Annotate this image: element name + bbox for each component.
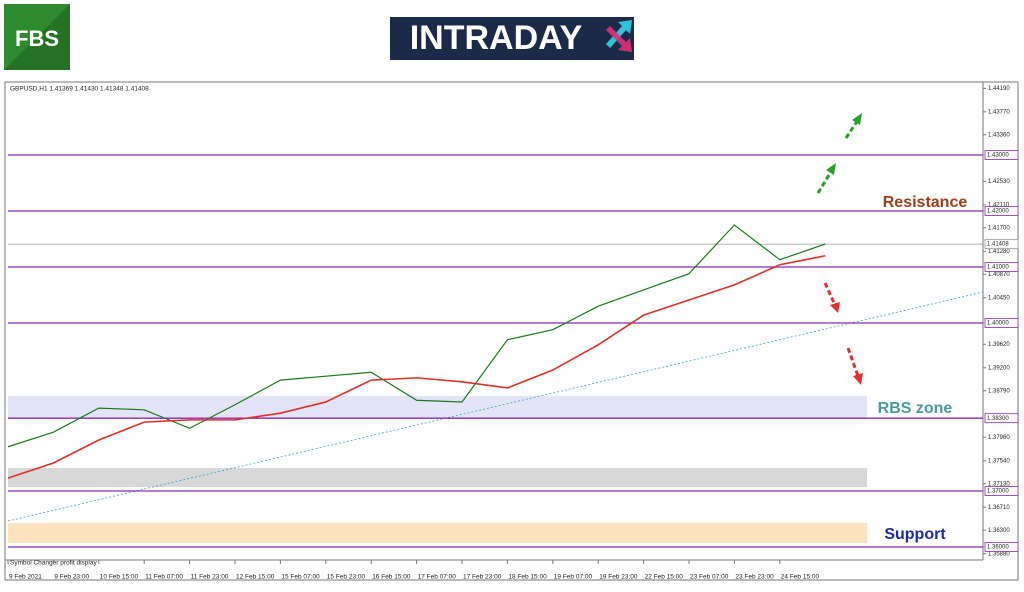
y-tick-label: 1.41700: [988, 225, 1010, 231]
annotation: Support: [884, 526, 946, 543]
x-tick-label: 16 Feb 15:00: [372, 574, 411, 581]
arrows: [816, 113, 863, 385]
y-tick-label: 1.36300: [988, 528, 1010, 534]
annotation: RBS zone: [878, 400, 953, 417]
price-line: [7, 224, 826, 448]
chart-frame: [4, 81, 1019, 581]
level-label-box: [984, 262, 1019, 272]
x-tick-label: 9 Feb 2021: [9, 574, 42, 581]
x-tick-label: 19 Feb 07:00: [554, 574, 593, 581]
x-tick-label: 10 Feb 15:00: [100, 574, 139, 581]
y-tick-label: 1.37540: [988, 458, 1010, 464]
x-tick-label: 11 Feb 23:00: [191, 574, 229, 581]
grey-zone: [8, 468, 867, 487]
arrow: [844, 119, 860, 139]
y-tick-label: 1.35880: [988, 551, 1010, 557]
level-label-box: [984, 239, 1019, 250]
x-tick-label: 22 Feb 15:00: [645, 574, 684, 581]
moving-average: [7, 255, 826, 479]
x-tick-label: 23 Feb 23:00: [735, 574, 774, 581]
y-tick-label: 1.43770: [988, 109, 1010, 115]
y-tick-label: 1.41280: [988, 249, 1010, 255]
annotation: Resistance: [883, 194, 968, 211]
x-tick-label: 17 Feb 23:00: [463, 574, 502, 581]
level-label-box: [984, 413, 1019, 424]
y-tick-label: 1.40450: [988, 295, 1010, 301]
x-tick-label: 23 Feb 07:00: [690, 574, 729, 581]
x-tick-label: 24 Feb 15:00: [781, 574, 820, 581]
y-tick-label: 1.39620: [988, 342, 1010, 348]
y-tick-label: 1.36710: [988, 505, 1010, 511]
arrow-head: [852, 113, 862, 125]
level-label-box: [984, 206, 1019, 216]
level-label: 1.40000: [987, 321, 1009, 327]
logo-arrow-down: [606, 26, 632, 52]
trendline: [7, 291, 984, 522]
rbs-zone: [8, 396, 867, 418]
x-tick-label: 15 Feb 23:00: [327, 574, 366, 581]
level-label: 1.38300: [987, 416, 1009, 422]
symbol-info: GBPUSD,H1 1.41369 1.41430 1.41348 1.4140…: [10, 86, 149, 93]
y-tick-label: 1.40870: [988, 272, 1010, 278]
level-label: 1.42000: [987, 209, 1009, 215]
support-zone: [8, 523, 867, 543]
y-tick-label: 1.44190: [988, 86, 1010, 92]
x-tick-label: 18 Feb 15:00: [508, 574, 547, 581]
y-tick-label: 1.37130: [988, 481, 1010, 487]
x-tick-label: 12 Feb 15:00: [236, 574, 275, 581]
level-label: 1.43000: [987, 153, 1009, 159]
y-tick-label: 1.42110: [988, 202, 1010, 208]
level-label-box: [984, 150, 1019, 160]
y-tick-label: 1.38790: [988, 388, 1010, 394]
arrow: [823, 282, 837, 306]
y-tick-label: 1.43360: [988, 132, 1010, 138]
x-tick-label: 17 Feb 07:00: [418, 574, 457, 581]
x-tick-label: 9 Feb 23:00: [54, 574, 89, 581]
arrow: [816, 169, 834, 194]
logo-text: INTRADAY: [410, 19, 583, 57]
logo-arrow-up: [606, 20, 632, 48]
level-label: 1.37000: [987, 489, 1009, 495]
intraday-logo: [390, 17, 634, 60]
x-tick-label: 11 Feb 07:00: [145, 574, 183, 581]
level-label: 1.41000: [987, 265, 1009, 271]
level-label: 1.36000: [987, 545, 1009, 551]
level-label-box: [984, 542, 1019, 552]
x-tick-label: 15 Feb 07:00: [281, 574, 320, 581]
x-tick-label: 19 Feb 23:00: [599, 574, 638, 581]
logo-shade: [4, 4, 70, 70]
y-tick-label: 1.39200: [988, 365, 1010, 371]
level-label-box: [984, 318, 1019, 328]
brand: FBS: [15, 26, 59, 51]
y-tick-label: 1.37960: [988, 435, 1010, 441]
arrow-head: [830, 302, 840, 313]
level-label-box: [984, 486, 1019, 496]
level-label: 1.41408: [987, 242, 1009, 248]
arrow-head: [826, 163, 836, 175]
arrow: [846, 347, 860, 377]
y-tick-label: 1.42530: [988, 179, 1010, 185]
arrow-head: [853, 373, 863, 385]
